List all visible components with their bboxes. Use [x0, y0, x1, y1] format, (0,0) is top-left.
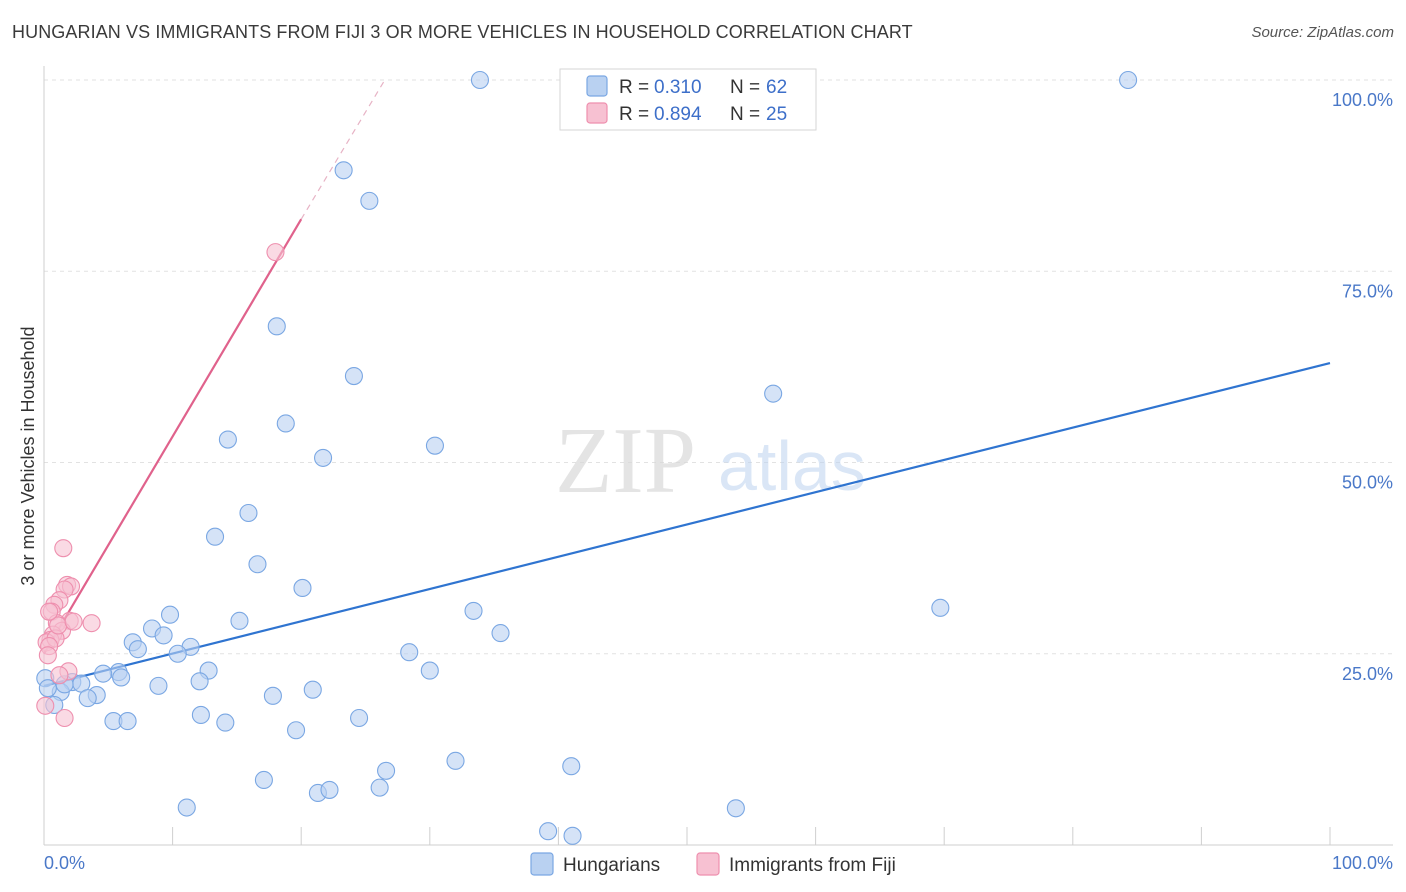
- hungarians-point: [562, 757, 581, 776]
- watermark: ZIP atlas: [555, 409, 866, 513]
- correlation-legend: R = 0.310 N = 62 R = 0.894 N = 25: [559, 68, 817, 131]
- legend-r-label-2: R =: [619, 104, 649, 125]
- hungarians-point: [254, 770, 273, 790]
- fiji-point: [82, 614, 101, 633]
- axes: [43, 66, 1393, 846]
- source-label: Source: ZipAtlas.com: [1251, 24, 1394, 41]
- hungarians-point: [267, 317, 286, 336]
- y-tick-label: 100.0%: [1332, 90, 1393, 110]
- hungarians-point: [239, 503, 258, 523]
- hungarians-point: [931, 598, 950, 617]
- fiji-point: [54, 539, 73, 558]
- hungarians-point: [154, 626, 173, 645]
- hungarians-point: [1119, 70, 1138, 90]
- y-axis-label: 3 or more Vehicles in Household: [18, 326, 38, 585]
- legend-swatch-hungarians: [586, 75, 608, 97]
- watermark-zip: ZIP: [555, 409, 696, 513]
- hungarians-point: [205, 527, 225, 546]
- legend-n-label-2: N =: [730, 104, 760, 125]
- hungarians-point: [112, 668, 131, 687]
- hungarians-point: [230, 611, 249, 630]
- hungarians-point: [726, 799, 745, 818]
- fiji-point: [40, 602, 59, 621]
- hungarians-point: [276, 414, 295, 433]
- hungarians-point: [377, 761, 396, 780]
- legend-n-label-1: N =: [730, 77, 760, 98]
- hungarians-point: [314, 448, 333, 467]
- trend-lines: [43, 79, 1331, 687]
- hungarians-point: [360, 191, 379, 210]
- hungarians-point: [216, 713, 235, 732]
- y-tick-labels: 25.0% 50.0% 75.0% 100.0%: [1332, 90, 1393, 684]
- bottom-legend-swatch-hungarians[interactable]: [530, 852, 554, 876]
- fiji-point: [266, 243, 285, 262]
- fiji-point: [64, 612, 83, 631]
- hungarians-point: [303, 680, 322, 699]
- hungarians-point: [350, 708, 369, 728]
- y-tick-label: 25.0%: [1342, 664, 1393, 684]
- hungarians-point: [218, 430, 237, 449]
- hungarians-point: [764, 384, 783, 403]
- legend-n-value-1: 62: [766, 77, 787, 98]
- hungarians-point: [160, 605, 180, 624]
- hungarians-point: [370, 778, 389, 797]
- grid-lines: [44, 79, 1393, 655]
- hungarians-point: [128, 640, 147, 659]
- y-tick-label: 75.0%: [1342, 281, 1393, 301]
- data-points: [36, 70, 1138, 845]
- hungarians-point: [248, 555, 267, 574]
- fiji-point: [50, 666, 69, 685]
- hungarians-point: [344, 367, 363, 386]
- watermark-atlas: atlas: [718, 427, 866, 505]
- hungarians-point: [190, 672, 209, 691]
- fiji-point: [38, 646, 57, 665]
- hungarians-point: [563, 826, 582, 845]
- x-tick-label-right: 100.0%: [1332, 853, 1393, 873]
- hungarians-point: [420, 661, 439, 680]
- chart-title: HUNGARIAN VS IMMIGRANTS FROM FIJI 3 OR M…: [12, 22, 913, 42]
- hungarians-point: [168, 644, 187, 663]
- hungarians-point: [78, 689, 97, 708]
- hungarians-point: [425, 436, 444, 455]
- legend-r-value-2: 0.894: [654, 104, 702, 125]
- hungarians-point: [287, 721, 306, 740]
- bottom-legend-label-hungarians[interactable]: Hungarians: [563, 855, 660, 876]
- hungarians-point: [118, 712, 137, 731]
- bottom-legend-swatch-fiji[interactable]: [696, 852, 720, 876]
- hungarians-point: [38, 679, 57, 698]
- hungarians-point: [400, 643, 419, 662]
- hungarians-point: [94, 664, 113, 683]
- hungarians-point: [446, 751, 465, 770]
- hungarians-point: [464, 601, 483, 620]
- legend-r-label-1: R =: [619, 77, 649, 98]
- x-tick-label-left: 0.0%: [44, 853, 85, 873]
- y-tick-label: 50.0%: [1342, 473, 1393, 493]
- series-legend: Hungarians Immigrants from Fiji: [530, 852, 896, 876]
- legend-swatch-fiji: [586, 102, 608, 124]
- legend-r-value-1: 0.310: [654, 77, 702, 98]
- legend-n-value-2: 25: [766, 104, 787, 125]
- fiji-point: [55, 708, 74, 728]
- hungarians-point: [320, 780, 339, 799]
- hungarians-point: [263, 686, 282, 705]
- hungarians-point: [491, 624, 510, 643]
- hungarians-point: [334, 161, 353, 180]
- trend-line-fiji: [43, 218, 303, 655]
- hungarians-point: [191, 705, 210, 725]
- trend-line-hungarians: [43, 361, 1331, 687]
- hungarians-point: [470, 70, 490, 90]
- hungarians-point: [149, 676, 168, 695]
- hungarians-point: [539, 822, 558, 841]
- hungarians-point: [177, 798, 196, 817]
- hungarians-point: [293, 578, 312, 598]
- bottom-legend-label-fiji[interactable]: Immigrants from Fiji: [729, 855, 896, 876]
- trend-line-extension-fiji: [300, 79, 386, 220]
- fiji-point: [36, 696, 55, 715]
